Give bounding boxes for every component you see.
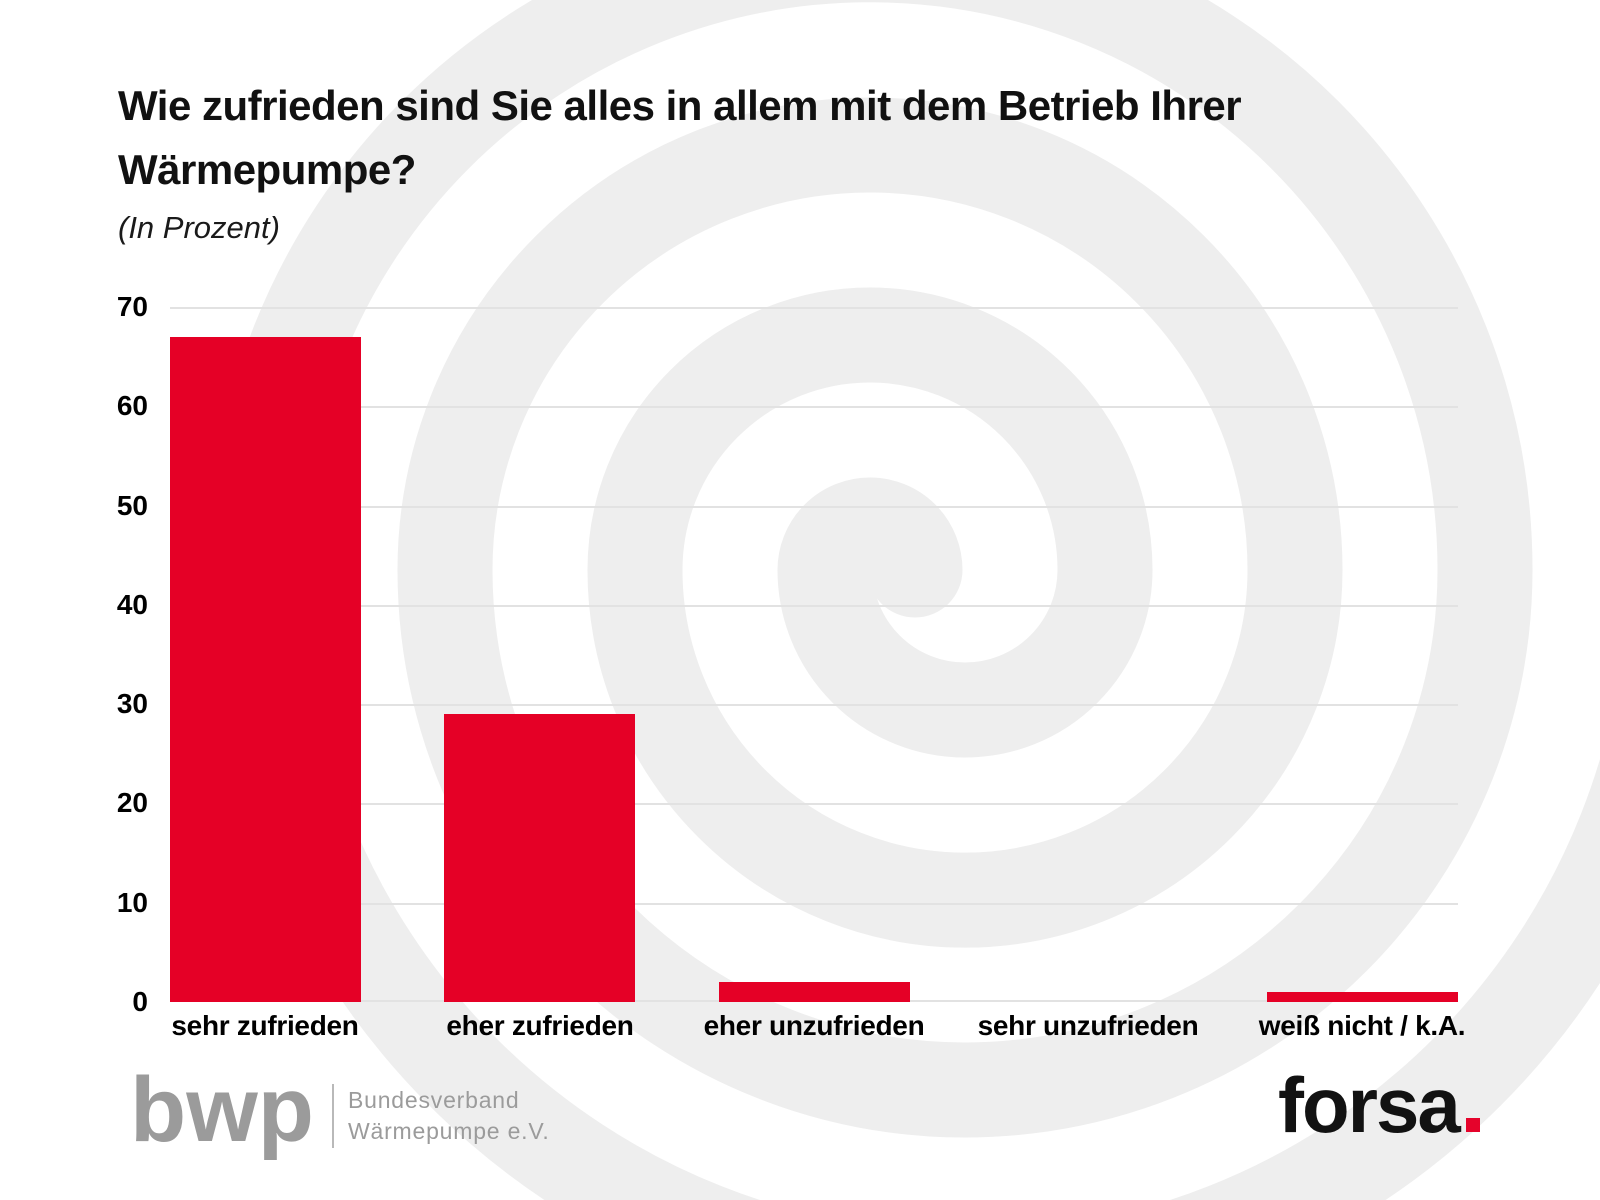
x-label-eher-unzufrieden: eher unzufrieden bbox=[703, 1010, 925, 1041]
x-label-sehr-zufrieden: sehr zufrieden bbox=[171, 1010, 359, 1041]
gridline-30 bbox=[170, 704, 1458, 706]
footer: bwp Bundesverband Wärmepumpe e.V. forsa bbox=[0, 1060, 1600, 1200]
bar-eher-zufrieden bbox=[444, 714, 635, 1002]
y-tick-30: 30 bbox=[116, 688, 148, 719]
bar-eher-unzufrieden bbox=[719, 982, 910, 1002]
plot-area bbox=[170, 307, 1458, 1002]
bwp-logo-text-line-1: Bundesverband bbox=[347, 1087, 520, 1113]
y-tick-0: 0 bbox=[132, 986, 148, 1017]
forsa-logo: forsa bbox=[1278, 1066, 1480, 1144]
gridline-10 bbox=[170, 903, 1458, 905]
x-label-eher-zufrieden: eher zufrieden bbox=[446, 1010, 634, 1041]
bwp-logo: bwp Bundesverband Wärmepumpe e.V. bbox=[130, 1064, 550, 1162]
chart-title-line-2: Wärmepumpe? bbox=[118, 146, 416, 193]
bar-sehr-zufrieden bbox=[170, 336, 361, 1002]
y-tick-20: 20 bbox=[116, 787, 148, 818]
y-tick-40: 40 bbox=[116, 589, 148, 620]
forsa-logo-red-dot bbox=[1465, 1118, 1480, 1132]
x-axis-labels: sehr zufrieden eher zufrieden eher unzuf… bbox=[0, 1010, 1600, 1050]
chart-subtitle: (In Prozent) bbox=[118, 210, 280, 245]
gridline-40 bbox=[170, 605, 1458, 607]
y-tick-10: 10 bbox=[116, 887, 148, 918]
gridline-20 bbox=[170, 803, 1458, 805]
bwp-logo-text-line-2: Wärmepumpe e.V. bbox=[347, 1118, 550, 1144]
y-tick-50: 50 bbox=[116, 490, 148, 521]
y-tick-60: 60 bbox=[116, 390, 148, 421]
bar-chart: 70 60 50 40 30 20 10 0 bbox=[0, 291, 1600, 1017]
gridline-60 bbox=[170, 406, 1458, 408]
bar-weiss-nicht bbox=[1267, 992, 1458, 1002]
chart-title-line-1: Wie zufrieden sind Sie alles in allem mi… bbox=[118, 82, 1242, 129]
gridline-50 bbox=[170, 506, 1458, 508]
chart-header: Wie zufrieden sind Sie alles in allem mi… bbox=[118, 74, 1458, 246]
x-label-sehr-unzufrieden: sehr unzufrieden bbox=[977, 1010, 1199, 1041]
bwp-logo-wordmark: bwp bbox=[130, 1059, 314, 1161]
x-label-weiss-nicht: weiß nicht / k.A. bbox=[1258, 1010, 1466, 1041]
gridline-70 bbox=[170, 307, 1458, 309]
y-tick-70: 70 bbox=[116, 291, 148, 322]
bwp-logo-divider bbox=[331, 1084, 334, 1148]
forsa-logo-wordmark: forsa bbox=[1278, 1061, 1461, 1149]
bwp-logo-text: Bundesverband Wärmepumpe e.V. bbox=[348, 1085, 550, 1147]
